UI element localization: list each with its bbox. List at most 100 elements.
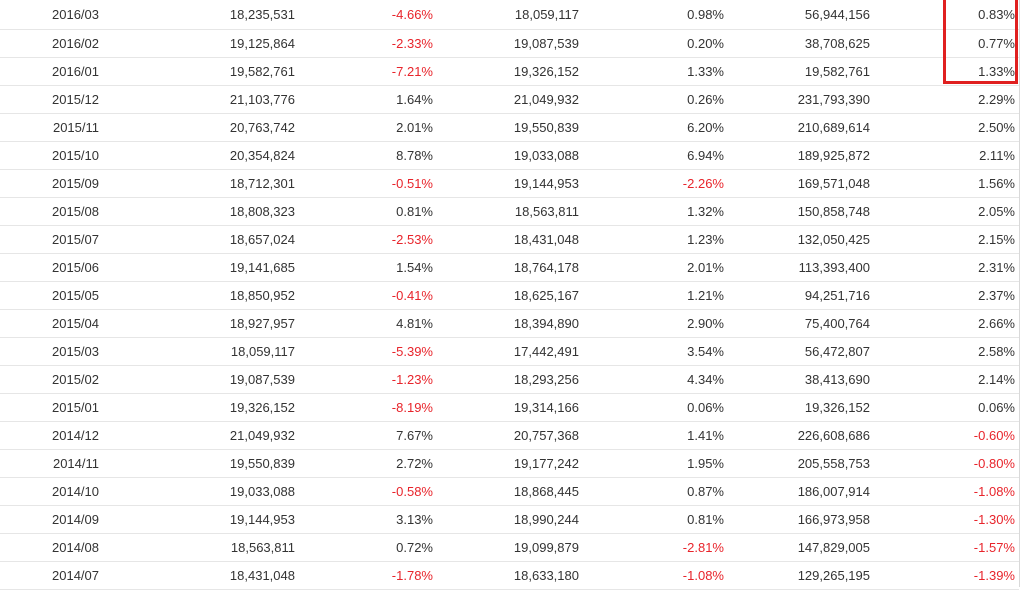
- change-cell: 3.13%: [396, 512, 433, 527]
- table-row: 2015/11 20,763,742 2.01% 19,550,839 6.20% 210…: [0, 114, 1019, 142]
- value-cell: 18,235,531: [229, 7, 295, 22]
- cumulative-change-cell: 2.50%: [978, 120, 1015, 135]
- change-cell: 2.72%: [396, 456, 433, 471]
- prev-change-cell: 0.81%: [687, 512, 724, 527]
- prev-change-cell: -1.08%: [682, 568, 724, 583]
- change-cell: -0.51%: [391, 176, 433, 191]
- cumulative-change-cell: 2.66%: [978, 316, 1015, 331]
- table-row: 2015/08 18,808,323 0.81% 18,563,811 1.32% 150…: [0, 198, 1019, 226]
- change-cell: 4.81%: [396, 316, 433, 331]
- cumulative-change-cell: 2.31%: [978, 260, 1015, 275]
- month-cell: 2016/02: [52, 36, 99, 51]
- month-cell: 2014/11: [52, 456, 99, 471]
- month-cell: 2015/02: [52, 372, 99, 387]
- month-cell: 2015/12: [52, 92, 99, 107]
- value-cell: 19,550,839: [229, 456, 295, 471]
- table-row: 2015/03 18,059,117 -5.39% 17,442,491 3.54% 56…: [0, 338, 1019, 366]
- cumulative-change-cell: 0.77%: [978, 36, 1015, 51]
- highlight-box: [943, 0, 1018, 84]
- change-cell: 7.67%: [396, 428, 433, 443]
- cumulative-cell: 56,944,156: [804, 7, 870, 22]
- month-cell: 2014/09: [52, 512, 99, 527]
- cumulative-cell: 113,393,400: [798, 260, 870, 275]
- cumulative-cell: 166,973,958: [797, 512, 870, 527]
- cumulative-cell: 150,858,748: [797, 204, 870, 219]
- table-row: 2014/11 19,550,839 2.72% 19,177,242 1.95% 205…: [0, 450, 1019, 478]
- cumulative-change-cell: 2.05%: [978, 204, 1015, 219]
- table-row: 2015/02 19,087,539 -1.23% 18,293,256 4.34% 38…: [0, 366, 1019, 394]
- value-cell: 20,763,742: [229, 120, 295, 135]
- change-cell: -2.53%: [391, 232, 433, 247]
- change-cell: -4.66%: [391, 7, 433, 22]
- change-cell: -2.33%: [391, 36, 433, 51]
- month-cell: 2015/10: [52, 148, 99, 163]
- cumulative-change-cell: 2.11%: [979, 148, 1015, 163]
- month-cell: 2015/04: [52, 316, 99, 331]
- month-cell: 2014/12: [52, 428, 99, 443]
- prev-value-cell: 18,059,117: [514, 7, 579, 22]
- prev-change-cell: 6.20%: [687, 120, 724, 135]
- cumulative-change-cell: -1.39%: [973, 568, 1015, 583]
- value-cell: 18,059,117: [230, 344, 295, 359]
- cumulative-cell: 132,050,425: [797, 232, 870, 247]
- cumulative-cell: 147,829,005: [797, 540, 870, 555]
- change-cell: -1.78%: [391, 568, 433, 583]
- value-cell: 19,141,685: [229, 260, 295, 275]
- prev-change-cell: 0.87%: [687, 484, 724, 499]
- prev-value-cell: 19,144,953: [513, 176, 579, 191]
- value-cell: 19,144,953: [229, 512, 295, 527]
- prev-change-cell: 1.23%: [687, 232, 724, 247]
- cumulative-cell: 38,413,690: [804, 372, 870, 387]
- table-row: 2014/12 21,049,932 7.67% 20,757,368 1.41% 226…: [0, 422, 1019, 450]
- cumulative-change-cell: -1.08%: [973, 484, 1015, 499]
- prev-value-cell: 18,563,811: [514, 204, 579, 219]
- month-cell: 2015/08: [52, 204, 99, 219]
- prev-change-cell: -2.81%: [682, 540, 724, 555]
- cumulative-change-cell: -0.60%: [973, 428, 1015, 443]
- change-cell: -8.19%: [391, 400, 433, 415]
- prev-value-cell: 19,099,879: [513, 540, 579, 555]
- prev-value-cell: 19,314,166: [513, 400, 579, 415]
- change-cell: -7.21%: [391, 64, 433, 79]
- value-cell: 18,712,301: [229, 176, 295, 191]
- month-cell: 2015/07: [52, 232, 99, 247]
- table-row: 2014/08 18,563,811 0.72% 19,099,879 -2.81% 14…: [0, 534, 1019, 562]
- table-row: 2015/01 19,326,152 -8.19% 19,314,166 0.06% 19…: [0, 394, 1019, 422]
- cumulative-cell: 94,251,716: [804, 288, 870, 303]
- table-right-border: [1019, 0, 1020, 587]
- prev-change-cell: -2.26%: [682, 176, 724, 191]
- prev-value-cell: 19,177,242: [513, 456, 579, 471]
- month-cell: 2014/10: [52, 484, 99, 499]
- cumulative-cell: 75,400,764: [804, 316, 870, 331]
- value-cell: 19,582,761: [229, 64, 295, 79]
- table-row: 2014/10 19,033,088 -0.58% 18,868,445 0.87% 18…: [0, 478, 1019, 506]
- month-cell: 2016/01: [52, 64, 99, 79]
- change-cell: 2.01%: [396, 120, 433, 135]
- month-cell: 2014/08: [52, 540, 99, 555]
- value-cell: 18,850,952: [229, 288, 295, 303]
- month-cell: 2016/03: [52, 7, 99, 22]
- table-row: 2015/12 21,103,776 1.64% 21,049,932 0.26% 231…: [0, 86, 1019, 114]
- prev-value-cell: 21,049,932: [513, 92, 579, 107]
- cumulative-change-cell: -0.80%: [973, 456, 1015, 471]
- cumulative-change-cell: 0.83%: [978, 7, 1015, 22]
- value-cell: 19,033,088: [229, 484, 295, 499]
- cumulative-cell: 129,265,195: [797, 568, 870, 583]
- month-cell: 2015/01: [52, 400, 99, 415]
- table-row: 2015/04 18,927,957 4.81% 18,394,890 2.90% 75,…: [0, 310, 1019, 338]
- table-row: 2015/05 18,850,952 -0.41% 18,625,167 1.21% 94…: [0, 282, 1019, 310]
- prev-value-cell: 19,033,088: [513, 148, 579, 163]
- prev-value-cell: 19,326,152: [513, 64, 579, 79]
- prev-value-cell: 18,633,180: [513, 568, 579, 583]
- change-cell: -0.58%: [391, 484, 433, 499]
- value-cell: 21,103,776: [229, 92, 295, 107]
- table-row: 2015/06 19,141,685 1.54% 18,764,178 2.01% 113…: [0, 254, 1019, 282]
- month-cell: 2015/11: [52, 120, 99, 135]
- prev-change-cell: 0.20%: [687, 36, 724, 51]
- prev-change-cell: 1.21%: [687, 288, 724, 303]
- table-row: 2014/09 19,144,953 3.13% 18,990,244 0.81% 166…: [0, 506, 1019, 534]
- table-row: 2016/02 19,125,864 -2.33% 19,087,539 0.20% 38…: [0, 30, 1019, 58]
- value-cell: 21,049,932: [229, 428, 295, 443]
- cumulative-cell: 186,007,914: [797, 484, 870, 499]
